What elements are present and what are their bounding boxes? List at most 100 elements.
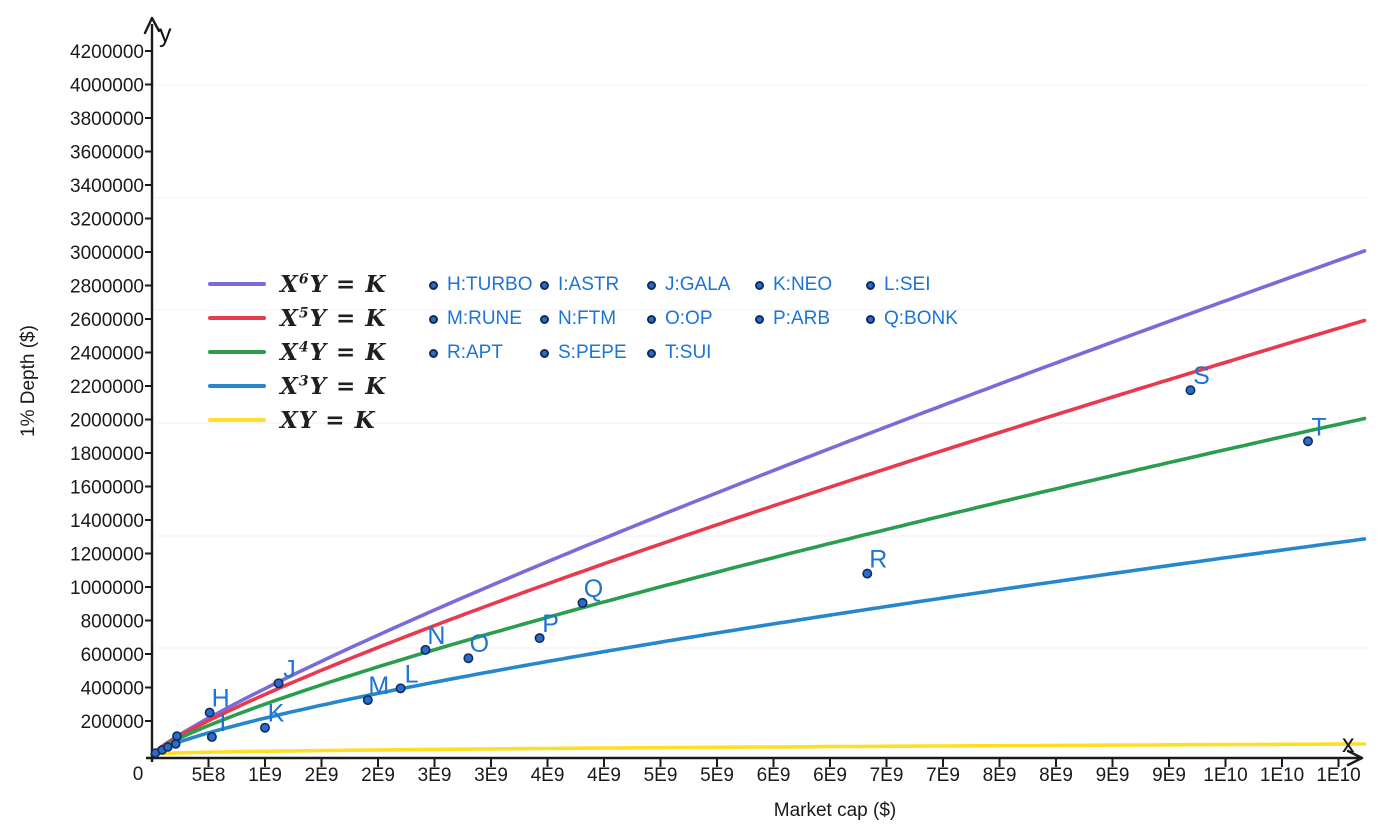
x-axis-title: Market cap ($)	[773, 800, 897, 821]
y-tick-label: 1000000	[70, 578, 144, 599]
y-tick-label: 3600000	[70, 143, 144, 164]
y-tick-label: 1800000	[70, 444, 144, 465]
legend-token-M: M:RUNE	[429, 308, 522, 330]
x-tick-label: 8E9	[983, 765, 1017, 786]
legend-swatch-x4y-k	[208, 350, 266, 354]
y-axis-arrow-label: y	[159, 20, 172, 48]
y-tick-label: 3000000	[70, 243, 144, 264]
x-tick-label: 7E9	[926, 765, 960, 786]
point-label-J: J	[283, 655, 296, 683]
point-P	[534, 633, 545, 644]
curve-x6y-k	[150, 249, 1367, 757]
x-tick-label: 6E9	[813, 765, 847, 786]
y-tick-label: 2200000	[70, 377, 144, 398]
y-tick-label: 3400000	[70, 176, 144, 197]
x-tick-label: 4E9	[587, 765, 621, 786]
y-tick-label: 4000000	[70, 76, 144, 97]
point-label-O: O	[470, 630, 489, 658]
point-Q	[577, 597, 588, 608]
token-label: P:ARB	[773, 308, 831, 329]
legend-curve-x3y-k: X3Y = K	[208, 372, 386, 400]
legend-formula-x5y-k: X5Y = K	[280, 304, 387, 332]
legend-token-K: K:NEO	[755, 274, 832, 296]
x-axis-arrowhead	[1346, 749, 1364, 767]
y-tick-label: 1400000	[70, 511, 144, 532]
point-label-T: T	[1311, 413, 1326, 441]
token-dot-icon	[755, 314, 764, 324]
point-label-S: S	[1193, 362, 1210, 390]
x-tick-label: 1E10	[1316, 765, 1360, 786]
token-label: H:TURBO	[447, 274, 533, 295]
legend-token-H: H:TURBO	[429, 274, 533, 296]
y-tick-label: 400000	[81, 679, 144, 700]
point-label-P: P	[542, 610, 559, 638]
y-tick-label: 2400000	[70, 344, 144, 365]
point-unlabeled	[172, 731, 182, 741]
token-label: Q:BONK	[884, 308, 958, 329]
token-label: J:GALA	[665, 274, 731, 295]
point-K	[259, 722, 270, 733]
x-tick-label: 1E10	[1260, 765, 1304, 786]
point-unlabeled	[163, 742, 173, 752]
point-label-L: L	[405, 660, 419, 688]
legend-curve-x5y-k: X5Y = K	[208, 304, 386, 332]
legend-curve-x6y-k: X6Y = K	[208, 270, 386, 298]
legend-token-R: R:APT	[429, 342, 503, 364]
point-N	[420, 644, 431, 655]
point-H	[204, 707, 215, 718]
legend-formula-x4y-k: X4Y = K	[280, 338, 387, 366]
x-tick-label: 1E10	[1203, 765, 1247, 786]
x-tick-label: 2E9	[305, 765, 339, 786]
origin-tick-label: 0	[132, 764, 144, 785]
token-label: T:SUI	[665, 342, 712, 363]
point-O	[463, 653, 474, 664]
y-tick-label: 2000000	[70, 411, 144, 432]
legend-formula-x3y-k: X3Y = K	[280, 372, 387, 400]
token-dot-icon	[647, 348, 656, 358]
y-tick-label: 3200000	[70, 210, 144, 231]
x-tick-label: 4E9	[531, 765, 565, 786]
legend-formula-x6y-k: X6Y = K	[280, 270, 387, 298]
token-dot-icon	[540, 314, 549, 324]
curve-x5y-k	[150, 318, 1367, 757]
point-S	[1185, 385, 1196, 396]
x-tick-label: 8E9	[1039, 765, 1073, 786]
curve-x4y-k	[150, 416, 1367, 757]
point-T	[1302, 436, 1313, 447]
token-dot-icon	[866, 314, 875, 324]
legend-curve-x4y-k: X4Y = K	[208, 338, 386, 366]
point-label-Q: Q	[584, 575, 603, 603]
point-label-R: R	[869, 546, 887, 574]
x-axis-arrow-label: x	[1342, 730, 1355, 758]
y-tick-label: 800000	[81, 612, 144, 633]
y-tick-label: 2800000	[70, 277, 144, 298]
x-tick-label: 9E9	[1096, 765, 1130, 786]
point-L	[395, 683, 406, 694]
token-label: L:SEI	[884, 274, 931, 295]
point-label-I: I	[219, 709, 226, 737]
point-R	[862, 568, 873, 579]
token-label: R:APT	[447, 342, 503, 363]
y-tick-label: 2600000	[70, 310, 144, 331]
x-tick-label: 1E9	[248, 765, 282, 786]
legend-formula-xy-k: XY = K	[280, 406, 376, 434]
token-dot-icon	[429, 348, 438, 358]
curve-xy-k	[150, 742, 1367, 757]
point-label-N: N	[427, 622, 445, 650]
x-tick-label: 3E9	[418, 765, 452, 786]
legend-swatch-x5y-k	[208, 316, 266, 320]
x-tick-label: 5E9	[700, 765, 734, 786]
token-dot-icon	[540, 348, 549, 358]
token-label: S:PEPE	[558, 342, 627, 363]
token-dot-icon	[866, 280, 875, 290]
legend-token-S: S:PEPE	[540, 342, 627, 364]
y-tick-label: 600000	[81, 645, 144, 666]
token-label: I:ASTR	[558, 274, 620, 295]
point-label-K: K	[268, 700, 285, 728]
legend-token-I: I:ASTR	[540, 274, 619, 296]
x-tick-label: 2E9	[361, 765, 395, 786]
legend-swatch-x6y-k	[208, 282, 266, 286]
legend-swatch-x3y-k	[208, 384, 266, 388]
